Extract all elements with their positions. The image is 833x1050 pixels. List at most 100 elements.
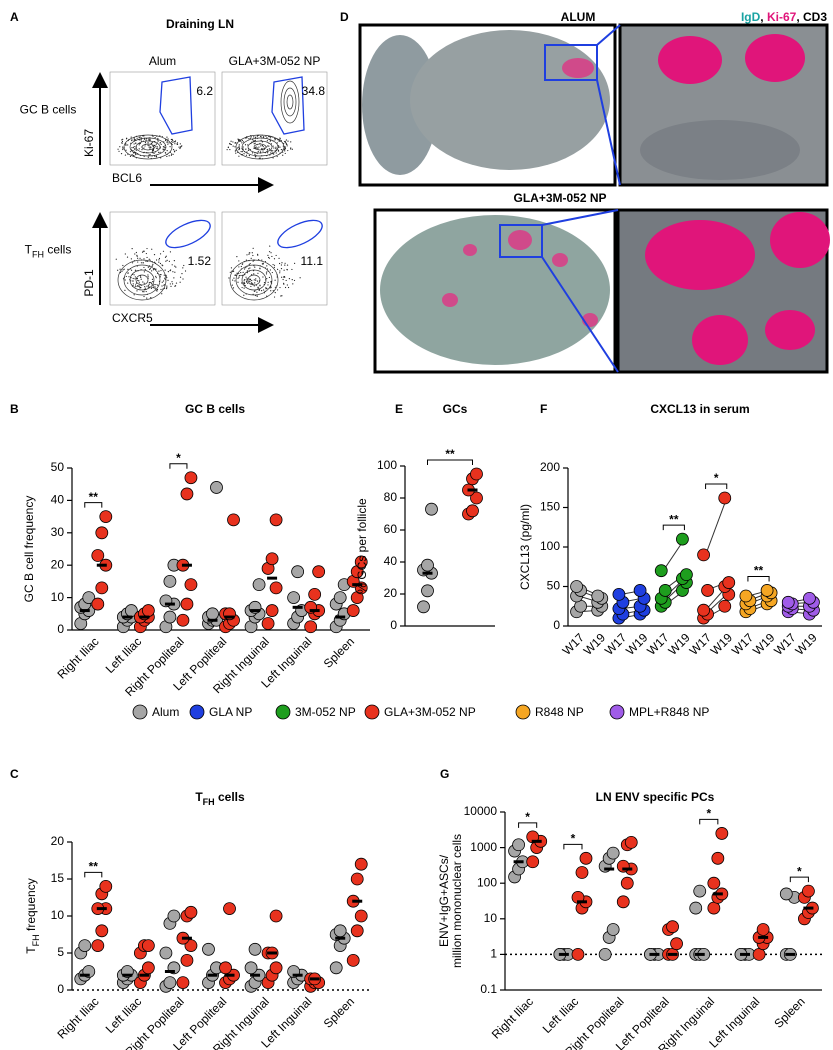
- flow-event: [143, 155, 145, 158]
- flow-event: [181, 273, 183, 275]
- flow-event: [133, 145, 135, 148]
- flow-event: [175, 149, 177, 151]
- flow-event: [146, 297, 148, 299]
- panel-letter: A: [10, 10, 19, 24]
- flow-event: [132, 149, 134, 152]
- y-tick-label: 100: [540, 539, 560, 553]
- data-point: [269, 909, 283, 923]
- flow-event: [155, 155, 157, 157]
- data-point: [223, 902, 236, 915]
- flow-event: [163, 284, 165, 286]
- data-point: [176, 613, 190, 627]
- flow-event: [278, 140, 280, 142]
- significance-bracket: [789, 876, 809, 883]
- flow-event: [173, 150, 176, 152]
- y-tick-label: 5: [57, 945, 64, 959]
- data-point: [612, 588, 626, 601]
- flow-event: [243, 287, 245, 289]
- flow-event: [176, 142, 179, 144]
- flow-event: [172, 271, 174, 273]
- flow-event: [135, 149, 137, 151]
- pair-line: [705, 497, 728, 556]
- flow-event: [123, 268, 125, 270]
- stain-name: IgD: [741, 10, 761, 24]
- significance-bracket: [563, 843, 583, 850]
- flow-event: [290, 147, 292, 149]
- data-point: [265, 604, 279, 617]
- flow-event: [267, 256, 270, 259]
- flow-event: [278, 262, 281, 265]
- flow-event: [133, 294, 135, 296]
- gate: [277, 219, 323, 249]
- flow-event: [133, 143, 135, 145]
- flow-event: [246, 254, 248, 256]
- flow-event: [141, 149, 143, 151]
- flow-event: [122, 264, 124, 267]
- flow-event: [160, 274, 162, 276]
- flow-event: [262, 150, 264, 152]
- flow-event: [131, 139, 133, 142]
- flow-event: [261, 144, 264, 147]
- flow-event: [163, 148, 166, 150]
- flow-event: [127, 268, 129, 270]
- flow-event: [131, 262, 134, 264]
- flow-event: [140, 278, 142, 280]
- flow-event: [287, 140, 289, 142]
- flow-event: [171, 283, 174, 285]
- flow-event: [127, 144, 129, 146]
- significance-label: *: [176, 451, 181, 465]
- flow-event: [248, 253, 250, 255]
- contour: [247, 274, 261, 286]
- y-tick-label: 10: [484, 911, 498, 925]
- flow-event: [152, 263, 154, 265]
- y-tick-label: 0: [57, 622, 64, 636]
- flow-event: [142, 262, 144, 264]
- flow-event: [133, 138, 135, 140]
- flow-event: [271, 271, 273, 274]
- flow-event: [147, 144, 149, 146]
- zoom-line: [541, 209, 619, 226]
- flow-event: [137, 152, 139, 155]
- tissue: [552, 253, 568, 267]
- flow-event: [244, 282, 246, 285]
- flow-event: [280, 295, 282, 297]
- flow-event: [132, 280, 134, 282]
- gate-value: 1.52: [188, 254, 212, 268]
- legend-marker: [609, 704, 625, 720]
- flow-event: [249, 278, 251, 280]
- flow-event: [280, 148, 283, 151]
- flow-event: [149, 268, 151, 271]
- flow-event: [183, 264, 185, 267]
- flow-event: [166, 287, 168, 289]
- flow-event: [134, 148, 136, 150]
- flow-event: [131, 154, 133, 156]
- data-point: [470, 467, 483, 481]
- flow-event: [256, 135, 258, 137]
- flow-event: [150, 281, 152, 284]
- tissue: [692, 315, 748, 365]
- flow-event: [130, 136, 132, 138]
- flow-event: [245, 154, 248, 156]
- flow-event: [158, 261, 160, 263]
- flow-event: [249, 148, 251, 151]
- flow-event: [135, 251, 137, 254]
- flow-event: [151, 270, 153, 272]
- flow-event: [174, 143, 176, 145]
- flow-event: [155, 275, 157, 277]
- flow-event: [290, 148, 292, 150]
- flow-event: [173, 260, 175, 262]
- flow-event: [256, 295, 258, 297]
- flow-event: [147, 156, 149, 158]
- flow-event: [253, 136, 255, 138]
- zoom-box: [499, 224, 543, 258]
- data-point: [180, 954, 194, 967]
- legend-marker: [515, 704, 531, 720]
- flow-event: [166, 140, 168, 142]
- data-point: [658, 584, 672, 597]
- flow-event: [179, 281, 181, 283]
- flow-event: [171, 141, 173, 143]
- significance-bracket: [747, 575, 770, 582]
- flow-event: [299, 277, 301, 279]
- flow-event: [254, 147, 256, 149]
